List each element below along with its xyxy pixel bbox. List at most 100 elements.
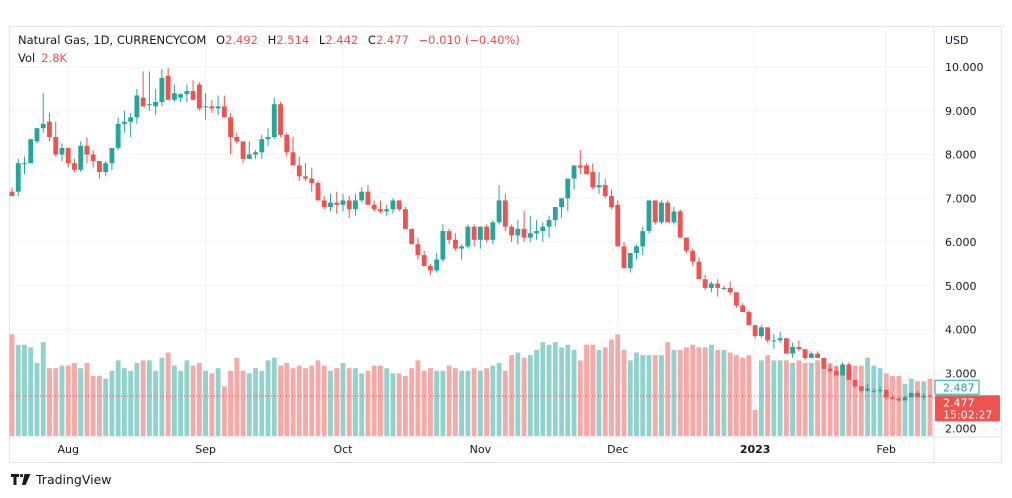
candle[interactable]: [128, 112, 134, 137]
candle[interactable]: [415, 237, 421, 260]
candle[interactable]: [109, 147, 115, 170]
candle[interactable]: [184, 84, 190, 103]
candle[interactable]: [627, 252, 633, 273]
candle[interactable]: [115, 117, 121, 151]
candle[interactable]: [234, 132, 240, 144]
candle[interactable]: [97, 161, 102, 179]
candle[interactable]: [403, 207, 408, 229]
candle[interactable]: [396, 200, 402, 212]
candle[interactable]: [502, 193, 508, 232]
candle[interactable]: [103, 161, 109, 177]
candle[interactable]: [671, 207, 677, 225]
candle[interactable]: [240, 141, 246, 164]
candle[interactable]: [571, 165, 577, 190]
candle[interactable]: [390, 198, 396, 214]
candle[interactable]: [858, 386, 864, 393]
candle[interactable]: [509, 224, 515, 243]
candle[interactable]: [908, 392, 914, 398]
candle[interactable]: [527, 215, 533, 242]
candle[interactable]: [652, 200, 658, 225]
candle[interactable]: [546, 215, 552, 238]
candle[interactable]: [821, 357, 827, 369]
candle[interactable]: [340, 193, 346, 212]
candle[interactable]: [465, 224, 471, 249]
candle[interactable]: [452, 233, 458, 251]
candle[interactable]: [296, 156, 302, 181]
candle[interactable]: [696, 257, 702, 280]
symbol-title[interactable]: Natural Gas, 1D, CURRENCYCOM: [18, 33, 207, 47]
candle[interactable]: [315, 180, 321, 201]
candle[interactable]: [215, 95, 221, 116]
candle[interactable]: [165, 67, 171, 100]
candle[interactable]: [665, 200, 671, 223]
candle[interactable]: [646, 200, 652, 234]
candle[interactable]: [590, 163, 596, 190]
candle[interactable]: [896, 397, 902, 402]
candle[interactable]: [121, 110, 127, 133]
candle[interactable]: [309, 167, 315, 192]
candle[interactable]: [727, 281, 733, 295]
candle[interactable]: [609, 189, 614, 210]
candle[interactable]: [783, 338, 789, 354]
candle[interactable]: [59, 143, 65, 162]
tradingview-branding[interactable]: TradingView: [11, 472, 112, 487]
candle[interactable]: [221, 95, 227, 118]
candle[interactable]: [459, 244, 465, 260]
candle[interactable]: [159, 69, 165, 107]
candle[interactable]: [733, 292, 739, 308]
candle[interactable]: [34, 128, 40, 144]
candle[interactable]: [477, 226, 483, 249]
candle[interactable]: [321, 196, 327, 210]
candle[interactable]: [765, 327, 771, 343]
candle[interactable]: [521, 211, 527, 242]
candle[interactable]: [621, 242, 627, 269]
candle[interactable]: [203, 93, 209, 120]
candle[interactable]: [640, 226, 646, 256]
candle[interactable]: [758, 325, 764, 339]
candle[interactable]: [278, 102, 283, 137]
candle[interactable]: [815, 351, 821, 358]
candle[interactable]: [833, 366, 839, 376]
candle[interactable]: [865, 384, 870, 392]
candle[interactable]: [827, 364, 833, 374]
candle[interactable]: [565, 178, 571, 212]
candle[interactable]: [534, 220, 539, 240]
candle[interactable]: [40, 93, 46, 133]
candle[interactable]: [484, 224, 490, 243]
candle[interactable]: [134, 88, 140, 124]
candle[interactable]: [171, 84, 177, 103]
candle[interactable]: [409, 228, 415, 245]
candle[interactable]: [328, 193, 333, 212]
candle[interactable]: [353, 193, 358, 216]
candle[interactable]: [540, 222, 546, 242]
candle[interactable]: [84, 137, 90, 164]
candle[interactable]: [615, 200, 621, 247]
candle[interactable]: [140, 71, 146, 107]
candle[interactable]: [584, 163, 589, 175]
candle[interactable]: [9, 187, 15, 197]
candle[interactable]: [690, 248, 696, 267]
candle[interactable]: [552, 207, 558, 227]
candle[interactable]: [78, 141, 84, 172]
candle[interactable]: [440, 224, 446, 262]
candle[interactable]: [852, 379, 858, 389]
candle[interactable]: [721, 285, 727, 291]
candle[interactable]: [190, 80, 196, 100]
candle[interactable]: [346, 196, 352, 218]
candle[interactable]: [577, 150, 583, 175]
candle[interactable]: [921, 392, 927, 400]
candle[interactable]: [846, 362, 852, 380]
candle[interactable]: [740, 303, 746, 312]
candle[interactable]: [490, 220, 496, 245]
candle[interactable]: [196, 82, 202, 111]
candle[interactable]: [871, 388, 877, 393]
candle[interactable]: [840, 362, 845, 376]
candle[interactable]: [715, 279, 721, 297]
candle[interactable]: [65, 147, 71, 168]
candle[interactable]: [796, 340, 802, 352]
candle[interactable]: [446, 228, 452, 245]
candle[interactable]: [902, 396, 908, 401]
candle[interactable]: [22, 156, 27, 175]
candle[interactable]: [334, 191, 340, 214]
candle[interactable]: [178, 93, 184, 102]
